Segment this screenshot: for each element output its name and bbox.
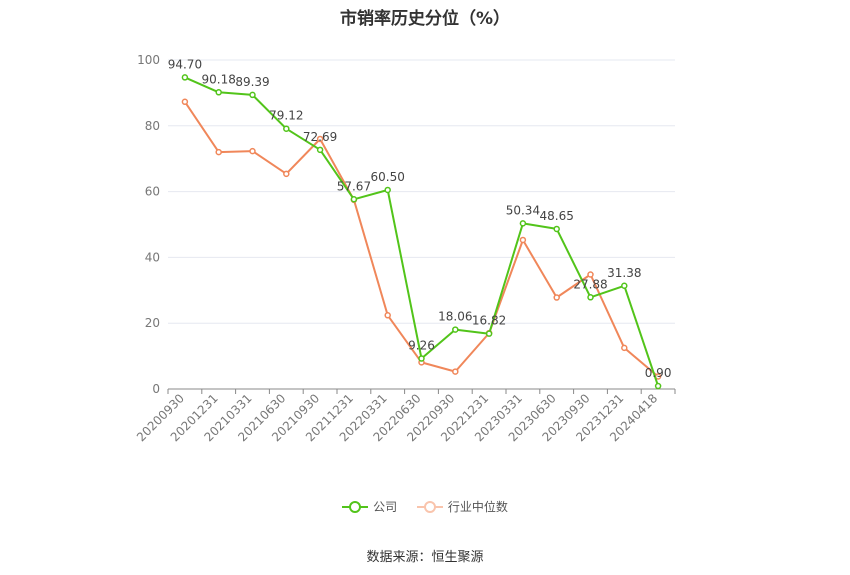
data-label: 57.67	[337, 179, 371, 193]
y-tick-label: 40	[145, 250, 160, 264]
series-layer	[181, 74, 662, 390]
data-label: 48.65	[540, 209, 574, 223]
legend: 公司 行业中位数	[0, 498, 850, 517]
data-label: 60.50	[371, 170, 405, 184]
industry-median-point	[519, 236, 527, 244]
data-label: 90.18	[202, 72, 236, 86]
company-point	[316, 146, 324, 154]
chart-title: 市销率历史分位（%）	[339, 9, 511, 29]
company-point	[621, 282, 628, 290]
y-tick-label: 100	[137, 53, 160, 67]
data-label: 18.06	[438, 310, 472, 324]
data-label: 94.70	[168, 57, 202, 71]
company-point	[181, 74, 189, 81]
axes: 0204060801002020093020201231202103312021…	[134, 53, 676, 444]
company-point	[283, 125, 290, 132]
y-tick-label: 60	[145, 185, 160, 199]
company-point	[418, 355, 425, 362]
grid-lines	[168, 59, 675, 324]
y-tick-label: 20	[145, 316, 160, 330]
industry-median-point	[316, 135, 324, 143]
industry-median-point	[587, 271, 594, 278]
legend-industry-swatch	[416, 500, 443, 514]
industry-median-point	[621, 344, 628, 352]
company-point	[452, 326, 459, 333]
industry-median-point	[215, 148, 222, 156]
y-tick-label: 0	[152, 382, 160, 396]
data-label: 50.34	[506, 203, 540, 217]
data-label: 31.38	[607, 266, 641, 280]
legend-company-swatch	[342, 500, 369, 514]
data-label: 16.82	[472, 314, 506, 328]
company-point	[485, 330, 493, 337]
legend-company-label: 公司	[373, 500, 398, 514]
company-point	[215, 89, 222, 96]
legend-industry-label: 行业中位数	[447, 500, 508, 514]
data-label: 79.12	[269, 109, 303, 123]
data-source: 数据来源：恒生聚源	[366, 550, 484, 565]
company-point	[350, 196, 358, 203]
company-point	[384, 186, 391, 194]
data-label: 0.90	[645, 366, 672, 380]
company-point	[587, 294, 594, 301]
data-label: 89.39	[235, 75, 269, 89]
data-label: 9.26	[408, 339, 435, 353]
industry-median-point	[384, 312, 391, 319]
legend-item-company[interactable]: 公司	[342, 498, 397, 515]
industry-median-point	[553, 294, 560, 301]
company-point	[654, 382, 662, 390]
y-tick-label: 80	[145, 119, 160, 133]
industry-median-line	[184, 101, 659, 378]
data-label: 72.69	[303, 130, 337, 144]
data-label: 27.88	[573, 277, 607, 291]
industry-median-point	[283, 170, 290, 178]
company-point	[519, 220, 527, 227]
legend-item-industry-median[interactable]: 行业中位数	[416, 498, 508, 515]
industry-median-point	[452, 368, 459, 375]
company-point	[553, 225, 560, 233]
industry-median-point	[181, 98, 189, 106]
industry-median-point	[249, 147, 256, 155]
company-point	[249, 91, 256, 99]
